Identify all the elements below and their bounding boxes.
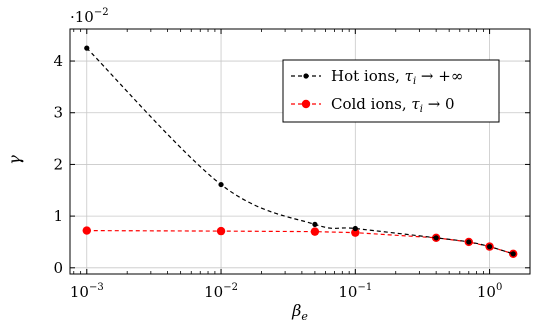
legend-marker-hot [303,73,309,79]
legend-label-cold: Cold ions, τi → 0 [331,95,455,115]
x-tick-exp: −1 [357,282,372,293]
x-tick-exp: −2 [223,282,238,293]
data-point-hot [466,239,472,245]
series-line-hot [86,47,514,255]
x-label-base: β [291,301,301,320]
data-point-hot [433,235,439,241]
data-point-hot [510,251,516,257]
y-multiplier-exp: −2 [94,7,109,18]
y-axis-multiplier: ·10−2 [70,7,109,26]
legend-cold-text: Cold ions, [331,95,411,113]
y-tick-label: 1 [53,207,63,225]
x-label-sub: e [301,310,308,321]
legend-hot-text: Hot ions, [331,67,405,85]
data-point-cold [82,226,91,235]
legend-entry-hot-ions: Hot ions, τi → +∞ [291,67,463,87]
data-point-cold [310,227,320,236]
legend-entry-cold-ions: Cold ions, τi → 0 [291,95,455,115]
legend-label-hot: Hot ions, τi → +∞ [331,67,463,87]
x-tick-base: 10 [477,283,496,301]
x-tick-exp: −3 [89,282,104,293]
data-point-hot [312,221,318,227]
x-tick-exp: 0 [496,282,502,293]
ticks [70,29,530,274]
legend-box [282,59,500,123]
x-tick-base: 10 [204,283,223,301]
data-point-hot [352,225,358,232]
x-tick-label: 10−3 [70,282,104,301]
x-tick-base: 10 [338,283,357,301]
legend-marker-cold [301,99,311,109]
legend-hot-tail: → +∞ [416,67,463,85]
legend-hot-tau: τ [405,67,414,85]
legend-cold-tau: τ [411,95,420,113]
x-axis-label: βe [291,301,308,321]
y-multiplier-base: ·10 [70,8,94,26]
x-tick-label: 10−2 [204,282,238,301]
y-tick-label: 3 [53,104,63,122]
series-line-cold [86,229,514,255]
series-cold-ions [82,226,518,259]
data-point-hot [84,45,90,51]
data-point-cold [351,228,360,237]
data-point-cold [216,226,226,236]
x-tick-label: 10−1 [338,282,372,301]
x-tick-label: 100 [477,282,502,301]
y-tick-label: 2 [53,155,63,173]
legend-hot-sub: i [413,76,416,87]
legend-cold-sub: i [420,104,423,115]
data-point-hot [486,244,493,250]
legend-cold-tail: → 0 [423,95,455,113]
series-layer [82,45,518,259]
legend: Hot ions, τi → +∞ Cold ions, τi → 0 [282,59,500,123]
series-hot-ions [84,45,516,257]
data-point-hot [218,181,224,188]
y-axis-label: γ [5,155,24,165]
x-tick-base: 10 [70,283,89,301]
y-tick-label: 0 [53,259,63,277]
axes-frame [69,28,531,275]
y-tick-label: 4 [53,52,63,70]
